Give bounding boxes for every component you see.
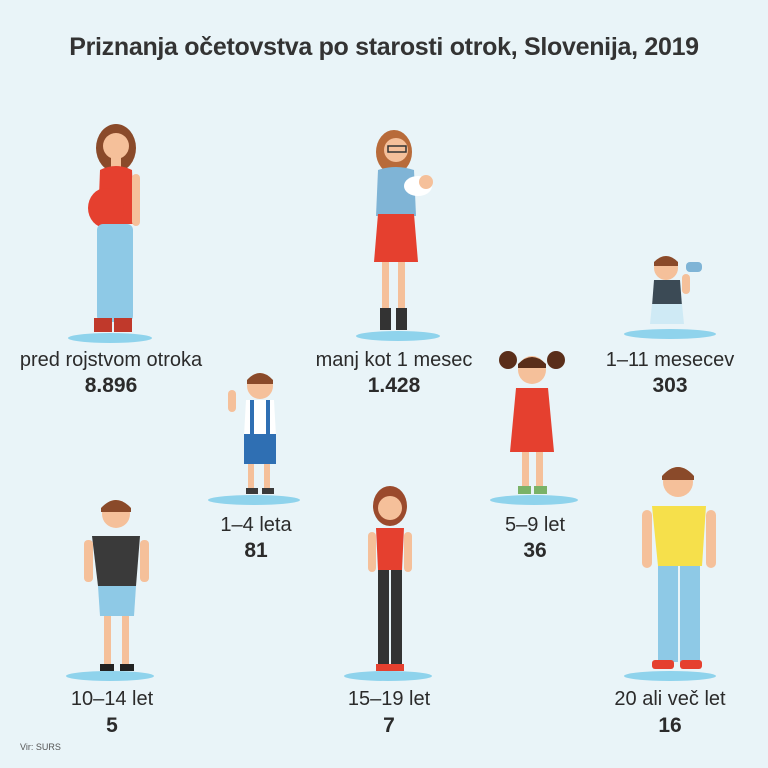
- group-value: 16: [658, 714, 682, 737]
- small-boy-illustration: [206, 364, 302, 508]
- group-value: 303: [652, 374, 688, 397]
- group-value: 81: [244, 539, 268, 562]
- group-label: 1–4 leta: [220, 514, 292, 536]
- group-value: 7: [383, 714, 395, 737]
- group-label: pred rojstvom otroka: [19, 349, 203, 371]
- teen-boy-illustration: [64, 492, 158, 684]
- group-value: 1.428: [367, 374, 421, 397]
- girl-illustration: [488, 348, 580, 508]
- group-label: 5–9 let: [504, 514, 566, 536]
- group-label: manj kot 1 mesec: [315, 349, 473, 371]
- group-value: 8.896: [84, 374, 138, 397]
- baby-illustration: [624, 250, 718, 344]
- group-label: 15–19 let: [347, 688, 431, 710]
- page-title: Priznanja očetovstva po starosti otrok, …: [69, 33, 699, 61]
- group-label: 1–11 mesecev: [605, 349, 735, 371]
- pregnant-woman-illustration: [66, 112, 156, 344]
- group-value: 36: [523, 539, 547, 562]
- source-note: Vir: SURS: [20, 742, 61, 752]
- group-label: 10–14 let: [70, 688, 154, 710]
- woman-with-baby-illustration: [356, 126, 446, 344]
- group-value: 5: [106, 714, 118, 737]
- teen-girl-illustration: [344, 484, 434, 684]
- young-man-illustration: [622, 456, 718, 684]
- group-label: 20 ali več let: [614, 688, 726, 710]
